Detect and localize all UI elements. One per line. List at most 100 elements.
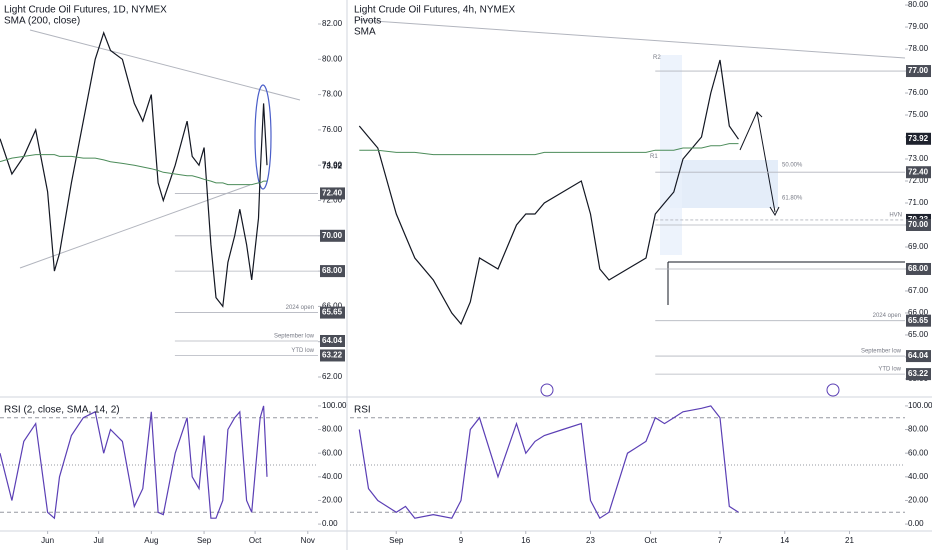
annotation: R2 (653, 55, 661, 61)
y-tick-label: 72.00 (322, 196, 343, 205)
x-tick-label: Jun (41, 536, 54, 545)
annotation: HVN (889, 213, 902, 219)
y-tick-label: 20.00 (322, 496, 343, 505)
series-line (359, 143, 739, 156)
subtitle: Pivots (354, 16, 381, 27)
current-badge (906, 132, 931, 145)
y-tick-label: 79.00 (908, 22, 929, 31)
y-tick-label: 65.00 (908, 330, 929, 339)
x-tick-label: 14 (780, 536, 789, 545)
price-badge-label: 70.00 (908, 220, 929, 229)
price-badge (906, 166, 931, 179)
x-tick-label: 21 (845, 536, 854, 545)
legend-entry: RSI (2, close, SMA, 14, 2) (4, 405, 120, 416)
price-badge-label: 65.65 (322, 308, 343, 317)
trendline (19, 184, 251, 269)
annotation: 2024 open (873, 313, 901, 319)
legend-entry: Light Crude Oil Futures, 1D, NYMEX (4, 5, 167, 16)
price-badge (320, 229, 345, 242)
y-tick-label: 20.00 (908, 496, 929, 505)
annotation: YTD low (878, 367, 901, 373)
current-price: 73.92 (322, 162, 343, 171)
y-tick-label: 60.00 (322, 448, 343, 457)
y-tick-label: 80.00 (908, 0, 929, 9)
annotation: 61.80% (782, 196, 803, 202)
y-tick-label: 100.00 (908, 401, 932, 410)
x-tick-label: 23 (586, 536, 595, 545)
y-tick-label: 74.00 (322, 160, 343, 169)
y-tick-label: 80.00 (322, 54, 343, 63)
series-line (0, 30, 268, 308)
y-tick-label: 80.00 (322, 425, 343, 434)
annotation: YTD low (291, 348, 314, 354)
price-badge (906, 368, 931, 381)
price-badge (320, 334, 345, 347)
y-tick-label: 72.00 (908, 176, 929, 185)
annotation: R1 (650, 154, 658, 160)
price-badge-label: 72.40 (322, 189, 343, 198)
x-tick-label: Aug (144, 536, 158, 545)
price-badge (320, 349, 345, 362)
y-tick-label: 0.00 (908, 519, 924, 528)
price-badge (906, 218, 931, 231)
price-badge (320, 306, 345, 319)
price-badge-label: 63.22 (322, 351, 343, 360)
price-badge (320, 187, 345, 200)
y-tick-label: 78.00 (322, 90, 343, 99)
price-badge-label: 77.00 (908, 66, 929, 75)
series-line (0, 154, 267, 186)
y-tick-label: 40.00 (908, 472, 929, 481)
y-tick-label: 80.00 (908, 425, 929, 434)
y-tick-label: 69.00 (908, 242, 929, 251)
y-tick-label: 40.00 (322, 472, 343, 481)
annotation: September low (274, 334, 315, 340)
legend-entry: RSI (354, 405, 371, 416)
series-line (0, 405, 268, 520)
price-badge-label: 64.04 (908, 351, 929, 360)
y-tick-label: 100.00 (322, 401, 347, 410)
y-tick-label: 67.00 (908, 286, 929, 295)
x-tick-label: Sep (197, 536, 212, 545)
price-badge-label: 70.00 (322, 231, 343, 240)
current-price: 73.92 (908, 134, 929, 143)
y-tick-label: 71.00 (908, 198, 929, 207)
forecast-arrow (739, 111, 780, 217)
price-badge (906, 350, 931, 363)
legend-entry: Light Crude Oil Futures, 4h, NYMEX (354, 5, 516, 16)
y-tick-label: 0.00 (322, 519, 338, 528)
x-tick-label: 16 (521, 536, 530, 545)
y-tick-label: 76.00 (908, 88, 929, 97)
legend-entry: SMA (354, 27, 376, 38)
y-tick-label: 62.00 (322, 372, 343, 381)
y-tick-label: 82.00 (322, 19, 343, 28)
y-tick-label: 66.00 (908, 308, 929, 317)
y-tick-label: 60.00 (908, 448, 929, 457)
x-tick-label: 7 (718, 536, 723, 545)
price-badge-label: 63.22 (908, 369, 929, 378)
y-tick-label: 78.00 (908, 44, 929, 53)
price-badge (906, 262, 931, 275)
event-icon[interactable] (826, 383, 840, 397)
annotation: 50.00% (782, 163, 803, 169)
y-tick-label: 75.00 (908, 110, 929, 119)
price-badge-label: 68.00 (322, 266, 343, 275)
legend-entry: SMA (200, close) (4, 16, 80, 27)
x-tick-label: Jul (94, 536, 104, 545)
price-badge-label: 72.40 (908, 167, 929, 176)
y-tick-label: 76.00 (322, 125, 343, 134)
y-tick-label: 73.00 (908, 154, 929, 163)
event-icon[interactable] (540, 383, 554, 397)
price-badge-label: 68.00 (908, 264, 929, 273)
series-line (358, 405, 739, 520)
x-tick-label: Sep (389, 536, 404, 545)
annotation: September low (861, 349, 902, 355)
price-badge (906, 314, 931, 327)
y-tick-label: 66.00 (322, 302, 343, 311)
price-badge-label: 64.04 (322, 336, 343, 345)
trendline (29, 29, 301, 101)
series-line (358, 59, 739, 326)
highlight-ellipse (254, 84, 272, 190)
x-tick-label: Nov (301, 536, 315, 545)
